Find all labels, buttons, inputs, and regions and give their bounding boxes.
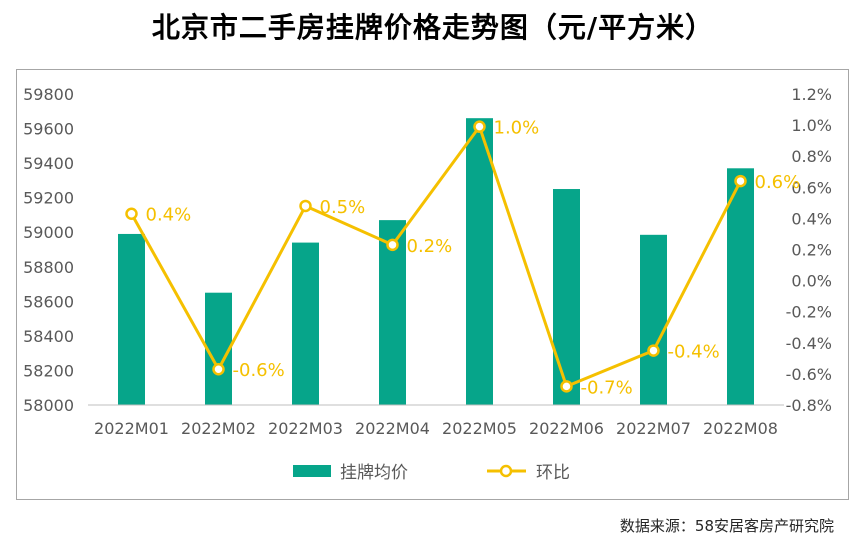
bar-2022M03	[292, 242, 319, 405]
line-point-2022M06	[560, 380, 573, 393]
line-point-2022M01	[125, 207, 138, 220]
line-point-2022M02	[212, 362, 225, 376]
x-tick-label: 2022M08	[703, 419, 778, 438]
x-tick-label: 2022M03	[268, 419, 343, 438]
line-data-label: -0.7%	[581, 377, 633, 398]
line-data-label: -0.4%	[668, 342, 720, 363]
legend-swatch-bar	[293, 465, 331, 477]
y-right-tick-label: -0.8%	[786, 396, 832, 415]
y-left-tick-label: 58800	[23, 258, 74, 277]
y-right-tick-label: 0.2%	[791, 241, 832, 260]
line-data-label: -0.6%	[233, 360, 285, 381]
line-point-2022M07	[647, 344, 660, 357]
y-right-tick-label: 0.4%	[791, 209, 832, 228]
x-tick-label: 2022M06	[529, 419, 604, 438]
chart-title: 北京市二手房挂牌价格走势图（元/平方米）	[151, 11, 715, 44]
legend-marker-line	[499, 464, 513, 478]
y-left-tick-label: 59200	[23, 189, 74, 208]
y-right-tick-label: -0.4%	[786, 334, 832, 353]
x-tick-label: 2022M02	[181, 419, 256, 438]
line-point-2022M04	[386, 238, 399, 252]
y-right-tick-label: 0.0%	[791, 272, 832, 291]
y-right-tick-label: 1.0%	[791, 116, 832, 135]
line-series-huanbi	[130, 125, 742, 388]
bar-2022M02	[205, 292, 232, 405]
line-data-label: 0.4%	[146, 205, 192, 226]
y-right-tick-label: 1.2%	[791, 85, 832, 104]
x-tick-label: 2022M05	[442, 419, 517, 438]
chart-frame	[16, 69, 849, 500]
source-note: 数据来源：58安居客房产研究院	[619, 517, 834, 535]
y-left-tick-label: 58400	[23, 327, 74, 346]
y-right-tick-label: 0.8%	[791, 147, 832, 166]
bar-2022M01	[118, 233, 145, 405]
line-point-2022M05	[473, 120, 486, 133]
bar-2022M06	[553, 189, 580, 405]
y-left-tick-label: 59800	[23, 85, 74, 104]
y-right-tick-label: 0.6%	[791, 178, 832, 197]
line-data-label: 1.0%	[494, 118, 540, 139]
y-right-tick-label: -0.2%	[786, 303, 832, 322]
line-data-label: 0.2%	[407, 236, 453, 257]
y-left-tick-label: 59600	[23, 120, 74, 139]
bar-2022M05	[466, 118, 493, 405]
y-left-tick-label: 58200	[23, 361, 74, 380]
line-point-2022M03	[299, 199, 312, 213]
x-tick-label: 2022M01	[94, 419, 169, 438]
x-tick-label: 2022M07	[616, 419, 691, 438]
y-left-tick-label: 59000	[23, 223, 74, 242]
y-left-tick-label: 58000	[23, 396, 74, 415]
line-data-label: 0.5%	[320, 197, 366, 218]
y-left-tick-label: 58600	[23, 292, 74, 311]
y-left-tick-label: 59400	[23, 154, 74, 173]
legend-label-line: 环比	[536, 463, 570, 483]
line-point-2022M08	[734, 174, 747, 188]
bar-2022M07	[640, 234, 667, 405]
x-tick-label: 2022M04	[355, 419, 430, 438]
bar-2022M08	[727, 168, 754, 405]
y-right-tick-label: -0.6%	[786, 365, 832, 384]
line-data-label: 0.6%	[755, 172, 801, 193]
legend-label-bar: 挂牌均价	[340, 463, 408, 483]
